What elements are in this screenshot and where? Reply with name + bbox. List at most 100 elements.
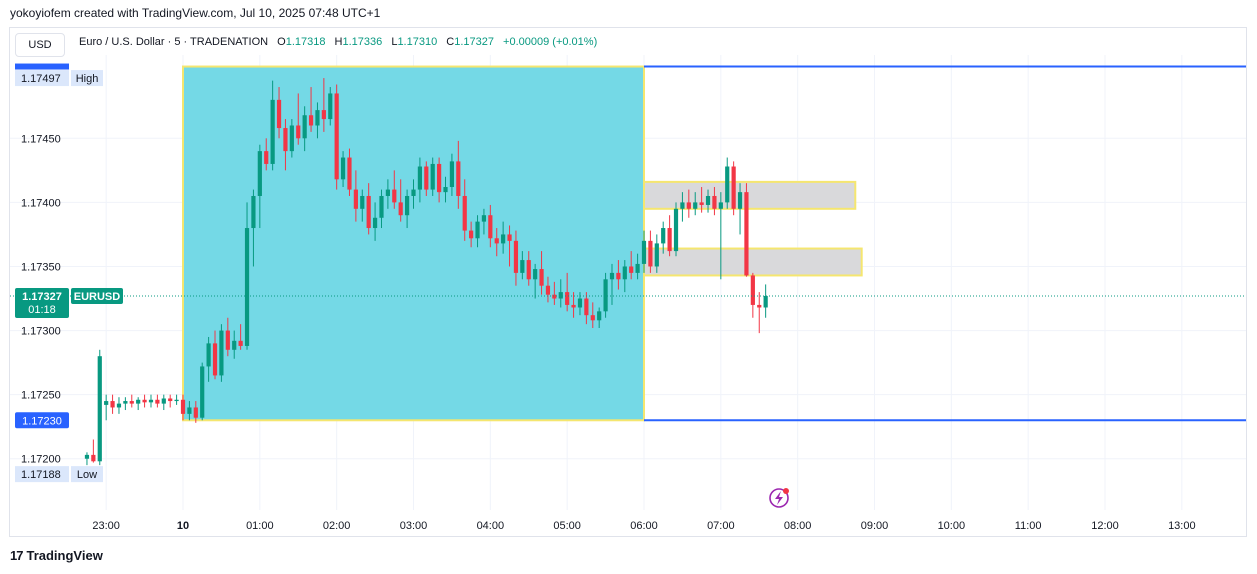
candle: [526, 251, 531, 286]
candle: [545, 276, 551, 303]
lightning-icon[interactable]: [769, 488, 789, 508]
candle: [315, 102, 320, 139]
candle-body: [315, 110, 320, 126]
candle: [193, 401, 198, 423]
candle: [667, 215, 672, 257]
candle: [609, 263, 615, 305]
candle-body: [584, 298, 589, 316]
low-label: L: [391, 36, 398, 48]
candle-body: [116, 403, 122, 408]
candle: [232, 330, 237, 359]
supply-demand-zone[interactable]: [643, 180, 857, 210]
x-tick-label: 11:00: [1015, 520, 1042, 532]
range-box[interactable]: [182, 65, 645, 422]
candle-body: [200, 366, 205, 418]
candle: [187, 401, 192, 421]
candle-body: [321, 110, 326, 120]
candle: [353, 170, 358, 222]
candle-body: [469, 230, 474, 239]
candle-body: [609, 272, 615, 280]
candle-body: [193, 407, 198, 418]
candle: [97, 349, 102, 466]
candle-body: [148, 399, 154, 403]
candle: [699, 187, 704, 213]
candle: [110, 394, 115, 414]
y-tick-label: 1.17400: [21, 197, 61, 209]
candle-body: [264, 151, 269, 164]
candle: [321, 78, 326, 132]
supply-demand-zone[interactable]: [643, 247, 863, 277]
candle: [244, 202, 250, 350]
candle: [501, 221, 506, 254]
candle: [635, 253, 640, 280]
candle-body: [603, 279, 608, 312]
candle: [417, 157, 423, 203]
symbol-description[interactable]: Euro / U.S. Dollar · 5 · TRADENATION: [79, 36, 269, 48]
candle: [571, 292, 576, 318]
candle-body: [481, 215, 487, 222]
symbol-tag-bg: [71, 287, 123, 304]
candle-body: [417, 166, 423, 190]
candle-body: [533, 269, 538, 280]
candle-body: [251, 195, 256, 229]
candle: [168, 394, 173, 408]
price-overlays: 1.17497 High 1.17188 Low 1.17230 1.1732701:18…: [10, 63, 1246, 483]
last-price-bg: [15, 287, 69, 318]
y-tick-label: 1.17300: [21, 326, 61, 338]
candle-body: [565, 292, 570, 305]
candle-body: [232, 340, 237, 350]
candle-body: [168, 398, 173, 402]
candle: [712, 187, 717, 216]
candle-body: [590, 315, 595, 321]
candle: [744, 183, 749, 277]
candle: [161, 394, 166, 411]
candle: [661, 221, 666, 254]
candle: [443, 176, 448, 203]
candle-body: [347, 157, 352, 190]
x-tick-label: 13:00: [1168, 520, 1196, 532]
candle: [123, 397, 128, 411]
x-tick-label: 09:00: [861, 520, 889, 532]
candle-body: [424, 166, 429, 190]
candle: [654, 234, 659, 273]
candle: [673, 202, 679, 257]
x-tick-label: 08:00: [784, 520, 812, 532]
candle-body: [622, 266, 627, 280]
candle: [731, 161, 736, 216]
lightning-icon-bolt: [775, 491, 783, 505]
candles: [84, 78, 768, 466]
candle: [104, 394, 109, 421]
candle: [270, 80, 275, 171]
candle-body: [110, 401, 115, 408]
symbol-tag: EURUSD: [74, 291, 121, 303]
candle-body: [449, 161, 455, 188]
candle: [437, 157, 442, 203]
candle-body: [257, 151, 262, 196]
tradingview-logo[interactable]: 17 TradingView: [10, 548, 103, 563]
candle-body: [520, 260, 525, 273]
candle: [680, 192, 685, 222]
candle-body: [654, 243, 659, 267]
x-tick-label: 02:00: [323, 520, 351, 532]
x-tick-label: 07:00: [707, 520, 735, 532]
candle-body: [571, 304, 576, 308]
candle-body: [392, 189, 397, 203]
candle: [372, 202, 378, 241]
high-label: H: [334, 36, 343, 48]
candle: [648, 230, 653, 273]
drawings: [182, 65, 1246, 422]
low-value: 1.17310: [397, 36, 438, 48]
candle: [763, 284, 768, 318]
candle: [155, 394, 160, 408]
candle-body: [283, 128, 288, 152]
candle-body: [161, 398, 166, 404]
candle-body: [430, 163, 435, 190]
candle-body: [456, 161, 461, 196]
candle-body: [296, 125, 301, 139]
candle-body: [616, 272, 621, 280]
candle: [334, 84, 339, 190]
candle: [603, 272, 608, 318]
currency-button[interactable]: USD: [15, 33, 65, 57]
